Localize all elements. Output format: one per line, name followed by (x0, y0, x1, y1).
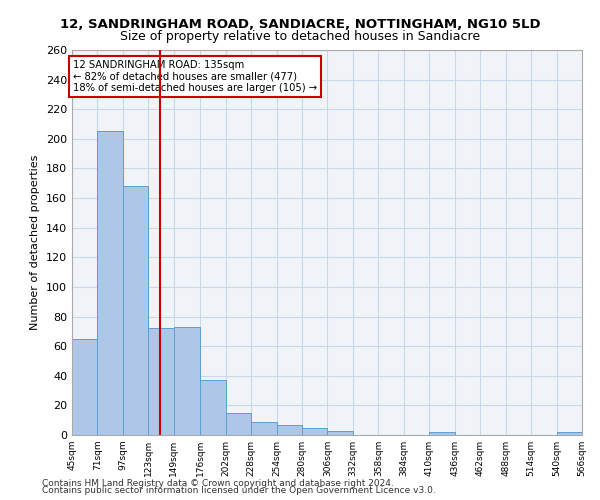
Text: Contains public sector information licensed under the Open Government Licence v3: Contains public sector information licen… (42, 486, 436, 495)
Bar (251, 422, 277, 435)
Bar (148, 328, 174, 435)
Text: Size of property relative to detached houses in Sandiacre: Size of property relative to detached ho… (120, 30, 480, 43)
Bar (200, 380, 226, 435)
Y-axis label: Number of detached properties: Number of detached properties (31, 155, 40, 330)
Bar (72, 339, 97, 435)
Bar (123, 186, 148, 435)
Bar (277, 424, 302, 435)
Bar (557, 432, 582, 435)
Bar (226, 413, 251, 435)
Bar (328, 430, 353, 435)
Bar (174, 327, 200, 435)
Bar (302, 428, 328, 435)
Bar (97, 132, 123, 435)
Text: Contains HM Land Registry data © Crown copyright and database right 2024.: Contains HM Land Registry data © Crown c… (42, 478, 394, 488)
Text: 12 SANDRINGHAM ROAD: 135sqm
← 82% of detached houses are smaller (477)
18% of se: 12 SANDRINGHAM ROAD: 135sqm ← 82% of det… (73, 60, 317, 94)
Bar (429, 432, 455, 435)
Text: 12, SANDRINGHAM ROAD, SANDIACRE, NOTTINGHAM, NG10 5LD: 12, SANDRINGHAM ROAD, SANDIACRE, NOTTING… (59, 18, 541, 30)
